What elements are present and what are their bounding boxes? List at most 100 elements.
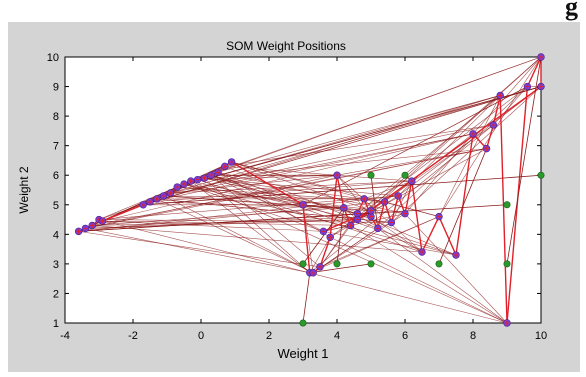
weight-point (88, 221, 96, 230)
connection-line (190, 180, 508, 324)
connection-line (211, 174, 321, 268)
weight-point (207, 171, 215, 179)
weight-point (374, 224, 382, 233)
connection-line (350, 225, 508, 324)
connection-line (231, 161, 365, 200)
weight-point (200, 174, 209, 182)
x-tick-label: 4 (334, 330, 340, 342)
weight-point (380, 198, 389, 206)
neighbor-line (485, 124, 495, 149)
connection-line (170, 174, 338, 194)
weight-point (340, 204, 348, 212)
weight-plus-marker: + (368, 212, 373, 222)
y-tick-label: 2 (53, 288, 59, 300)
connection-line (384, 201, 440, 217)
weight-plus-marker: + (90, 220, 95, 230)
weight-point (319, 227, 328, 236)
weight-point (408, 177, 416, 185)
data-link-line (309, 263, 372, 274)
data-point (537, 171, 545, 179)
connection-line (364, 180, 412, 200)
connection-line (217, 171, 406, 214)
connection-line (183, 183, 324, 232)
weight-plus-marker: + (355, 215, 360, 225)
weight-plus-marker: + (436, 212, 441, 222)
weight-point (537, 53, 545, 61)
weight-point (299, 201, 307, 209)
weight-point (360, 195, 368, 203)
connection-line (190, 180, 310, 273)
weight-plus-marker: + (470, 129, 475, 139)
y-tick-label: 9 (53, 82, 59, 94)
weight-point (221, 162, 229, 171)
data-link-line (336, 207, 345, 264)
data-link-line (78, 204, 508, 232)
neighbor-line (390, 195, 399, 223)
neighbor-line (102, 204, 144, 222)
y-tick-label: 5 (53, 200, 59, 212)
data-point (333, 260, 341, 268)
neighbor-line (356, 85, 542, 221)
x-axis-label: Weight 1 (277, 346, 328, 361)
data-link-line (302, 272, 311, 324)
weight-plus-marker: + (525, 82, 530, 92)
x-tick-label: -4 (60, 330, 70, 342)
weight-point (367, 206, 375, 215)
weight-point (139, 201, 147, 209)
weight-plus-marker: + (96, 215, 101, 225)
connection-line (370, 124, 494, 211)
weight-point (523, 82, 532, 91)
data-link-line (143, 174, 542, 206)
connection-line (224, 124, 494, 167)
weight-point (394, 192, 402, 200)
connection-line (177, 186, 406, 214)
weight-point (74, 227, 83, 236)
x-tick-label: 6 (402, 330, 408, 342)
weight-plus-marker: + (188, 176, 193, 186)
connection-line (224, 166, 412, 182)
connection-line (231, 161, 372, 211)
header-text-fragment: g (565, 0, 578, 21)
connection-line (85, 174, 338, 229)
data-point (367, 171, 375, 179)
weight-point (187, 177, 195, 185)
x-tick-label: 2 (266, 330, 272, 342)
weight-point (482, 144, 491, 153)
weight-plus-marker: + (538, 82, 543, 92)
data-point (299, 319, 307, 327)
connection-line (149, 133, 474, 203)
connection-line (397, 95, 501, 197)
neighbor-line (438, 216, 457, 256)
weight-point (489, 121, 498, 129)
weight-plus-marker: + (375, 223, 380, 233)
connection-line (204, 177, 311, 273)
connection-line (78, 231, 321, 268)
weight-plus-marker: + (141, 200, 146, 210)
header-band: g (0, 0, 586, 22)
weight-plus-marker: + (484, 144, 489, 154)
markers-layer: + + ++++ + + + ++ + + + + + ++ ++++++++++++++++++++++… (74, 52, 545, 328)
weight-plus-marker: + (317, 262, 322, 272)
data-link-line (177, 86, 542, 188)
x-tick-label: 8 (470, 330, 476, 342)
neighbor-line (499, 95, 508, 324)
connection-line (217, 56, 542, 173)
neighbor-line (336, 175, 345, 208)
y-tick-label: 7 (53, 141, 59, 153)
weight-point (153, 195, 161, 203)
weight-point (159, 192, 168, 200)
connection-line (102, 220, 351, 226)
y-axis-label: Weight 2 (17, 166, 31, 213)
connection-line (377, 228, 508, 324)
weight-plus-marker: + (209, 170, 214, 180)
weight-plus-marker: + (419, 247, 424, 257)
weight-point (316, 263, 324, 271)
weight-plus-marker: + (362, 194, 367, 204)
connection-line (336, 148, 487, 176)
weight-plus-marker: + (368, 206, 373, 216)
weight-plus-marker: + (229, 157, 234, 167)
data-link-line (506, 56, 542, 264)
data-point (435, 260, 443, 268)
